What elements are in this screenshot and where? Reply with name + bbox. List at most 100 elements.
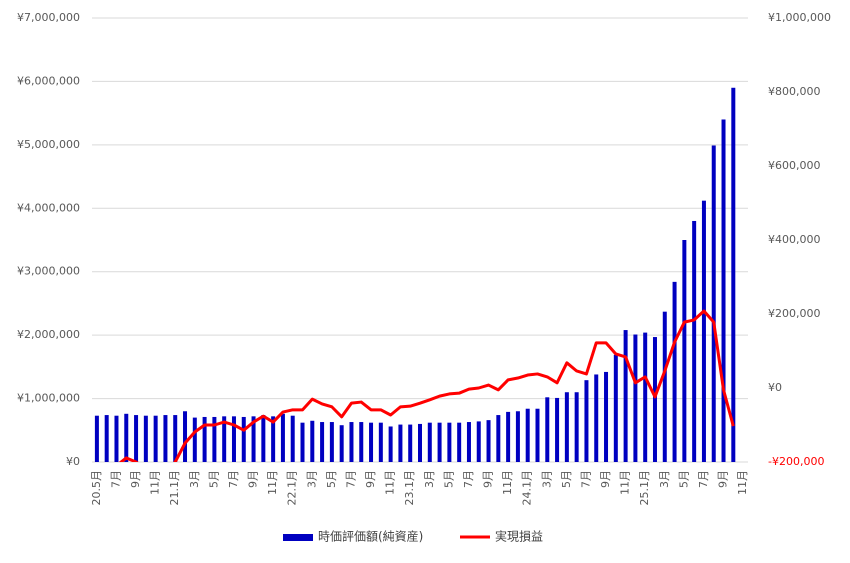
bar <box>320 422 325 462</box>
x-tick-label: 7月 <box>579 470 592 488</box>
bar <box>339 425 344 462</box>
x-tick-label: 5月 <box>207 470 220 488</box>
legend: 時価評価額(純資産) 実現損益 <box>283 529 543 544</box>
y-tick-label: ¥6,000,000 <box>17 74 80 87</box>
x-tick-label: 3月 <box>188 470 201 488</box>
bar <box>672 281 677 462</box>
bar <box>163 415 168 462</box>
y-tick-label: ¥0 <box>66 455 80 468</box>
bar <box>359 422 364 462</box>
bar <box>134 415 139 462</box>
bar <box>329 422 334 462</box>
y-tick-label: ¥1,000,000 <box>17 392 80 405</box>
bar <box>496 415 501 462</box>
bar <box>633 334 638 462</box>
x-tick-label: 11月 <box>501 470 514 495</box>
bar <box>457 422 462 462</box>
bar <box>241 416 246 462</box>
bar <box>192 417 197 462</box>
bar <box>408 424 413 462</box>
y-tick-label: ¥7,000,000 <box>17 11 80 24</box>
y2-tick-label: -¥200,000 <box>768 455 824 468</box>
x-tick-label: 11月 <box>266 470 279 495</box>
x-tick-label: 3月 <box>658 470 671 488</box>
bar <box>153 415 158 462</box>
x-tick-label: 7月 <box>109 470 122 488</box>
x-tick-label: 22.1月 <box>286 470 299 506</box>
x-tick-label: 20.5月 <box>90 470 103 506</box>
bar <box>692 220 697 462</box>
bar <box>545 397 550 462</box>
bar <box>124 413 129 462</box>
plot-area <box>94 87 736 462</box>
y-tick-label: ¥2,000,000 <box>17 328 80 341</box>
x-tick-label: 11月 <box>619 470 632 495</box>
bar <box>643 332 648 462</box>
bar <box>574 392 579 462</box>
x-tick-label: 3月 <box>305 470 318 488</box>
y2-tick-label: ¥800,000 <box>768 85 821 98</box>
bar <box>231 416 236 462</box>
x-tick-label: 7月 <box>227 470 240 488</box>
legend-swatch <box>283 534 313 541</box>
bar <box>114 415 119 462</box>
y2-tick-label: ¥600,000 <box>768 159 821 172</box>
x-tick-label: 5月 <box>442 470 455 488</box>
x-tick-label: 3月 <box>540 470 553 488</box>
x-tick-label: 5月 <box>560 470 573 488</box>
x-tick-label: 9月 <box>482 470 495 488</box>
bar <box>711 145 716 462</box>
x-tick-label: 7月 <box>344 470 357 488</box>
bar <box>349 422 354 462</box>
y-tick-label: ¥3,000,000 <box>17 265 80 278</box>
y2-tick-label: ¥200,000 <box>768 307 821 320</box>
x-tick-label: 7月 <box>697 470 710 488</box>
bar <box>613 354 618 462</box>
bar <box>437 422 442 462</box>
bar <box>506 411 511 462</box>
bar <box>486 420 491 462</box>
x-tick-label: 24.1月 <box>521 470 534 506</box>
bar <box>173 415 178 462</box>
bar <box>476 421 481 462</box>
x-tick-label: 9月 <box>129 470 142 488</box>
bar <box>682 240 687 462</box>
x-tick-label: 9月 <box>599 470 612 488</box>
bar <box>584 380 589 462</box>
bar <box>290 415 295 462</box>
x-tick-label: 3月 <box>423 470 436 488</box>
bar <box>388 426 393 462</box>
bar <box>535 408 540 462</box>
bar <box>525 408 530 462</box>
bar <box>310 420 315 462</box>
bar <box>104 415 109 462</box>
legend-label: 実現損益 <box>495 529 543 544</box>
bar <box>427 422 432 462</box>
bar <box>212 416 217 462</box>
bar <box>94 415 99 462</box>
bar <box>466 422 471 462</box>
legend-label: 時価評価額(純資産) <box>318 529 423 544</box>
bar <box>652 337 657 462</box>
bar <box>143 415 148 462</box>
bar <box>251 416 256 462</box>
x-tick-label: 9月 <box>364 470 377 488</box>
bar <box>398 424 403 462</box>
bar <box>447 422 452 462</box>
bar <box>222 416 227 462</box>
bar <box>515 411 520 462</box>
bar <box>731 87 736 462</box>
x-tick-label: 11月 <box>149 470 162 495</box>
x-tick-label: 25.1月 <box>638 470 651 506</box>
x-tick-label: 7月 <box>462 470 475 488</box>
bar <box>721 119 726 462</box>
x-tick-label: 9月 <box>717 470 730 488</box>
bar <box>555 397 560 462</box>
bar <box>280 413 285 462</box>
x-tick-label: 11月 <box>736 470 749 495</box>
bar <box>418 423 422 462</box>
bar <box>604 371 609 462</box>
bar <box>261 415 266 462</box>
bar <box>564 392 569 462</box>
